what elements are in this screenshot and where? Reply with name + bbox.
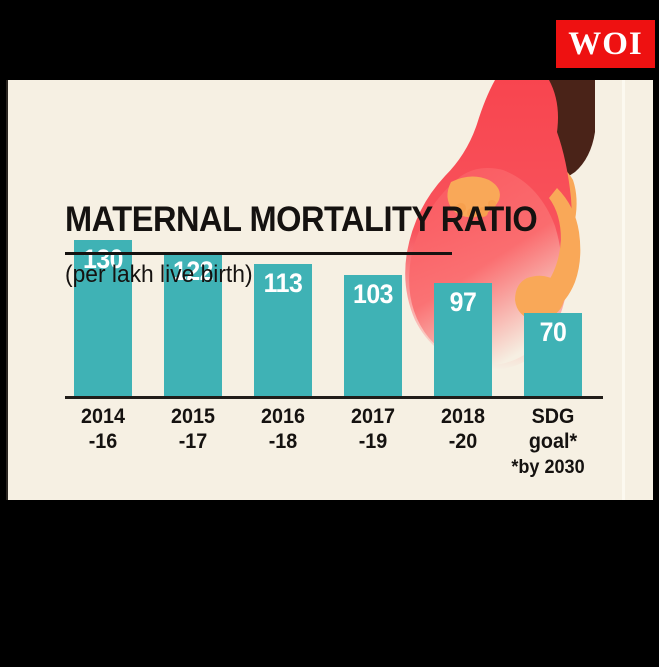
chart-bar: 103 <box>344 275 402 396</box>
bar-value-label: 70 <box>539 317 567 347</box>
top-bar: WOI <box>0 0 659 80</box>
bar-chart: 130 122 113 103 97 70 2014 -16 2015 -17 … <box>8 80 653 500</box>
x-axis-label: SDG goal* <box>528 405 578 453</box>
x-axis-label: 2015 -17 <box>171 405 215 453</box>
bar-value-label: 113 <box>263 268 303 298</box>
infographic-card: MATERNAL MORTALITY RATIO (per lakh live … <box>6 80 653 500</box>
x-axis-label: 2018 -20 <box>441 405 485 453</box>
woi-logo-text: WOI <box>568 25 643 62</box>
chart-bar: 122 <box>164 252 222 396</box>
x-axis-label: 2014 -16 <box>81 405 125 453</box>
page-title: MATERNAL MORTALITY RATIO <box>65 200 538 239</box>
chart-bar: 113 <box>254 264 312 396</box>
bar-value-label: 103 <box>352 279 394 309</box>
page-subtitle: (per lakh live birth) <box>65 261 253 288</box>
woi-logo: WOI <box>556 20 655 68</box>
card-seam <box>622 80 625 500</box>
x-axis-label: 2016 -18 <box>261 405 305 453</box>
bar-value-label: 130 <box>82 244 124 274</box>
chart-bar: 70 <box>524 313 582 396</box>
chart-bar: 130 <box>74 240 132 396</box>
chart-bar: 97 <box>434 283 492 396</box>
chart-footnote: *by 2030 <box>511 457 585 478</box>
bar-value-label: 97 <box>449 287 477 317</box>
caption-area: Institutional deliveries in India reach … <box>0 500 659 667</box>
x-axis-label: 2017 -19 <box>351 405 395 453</box>
bar-value-label: 122 <box>172 256 214 286</box>
title-divider <box>65 252 452 255</box>
chart-axis-line <box>65 396 603 399</box>
